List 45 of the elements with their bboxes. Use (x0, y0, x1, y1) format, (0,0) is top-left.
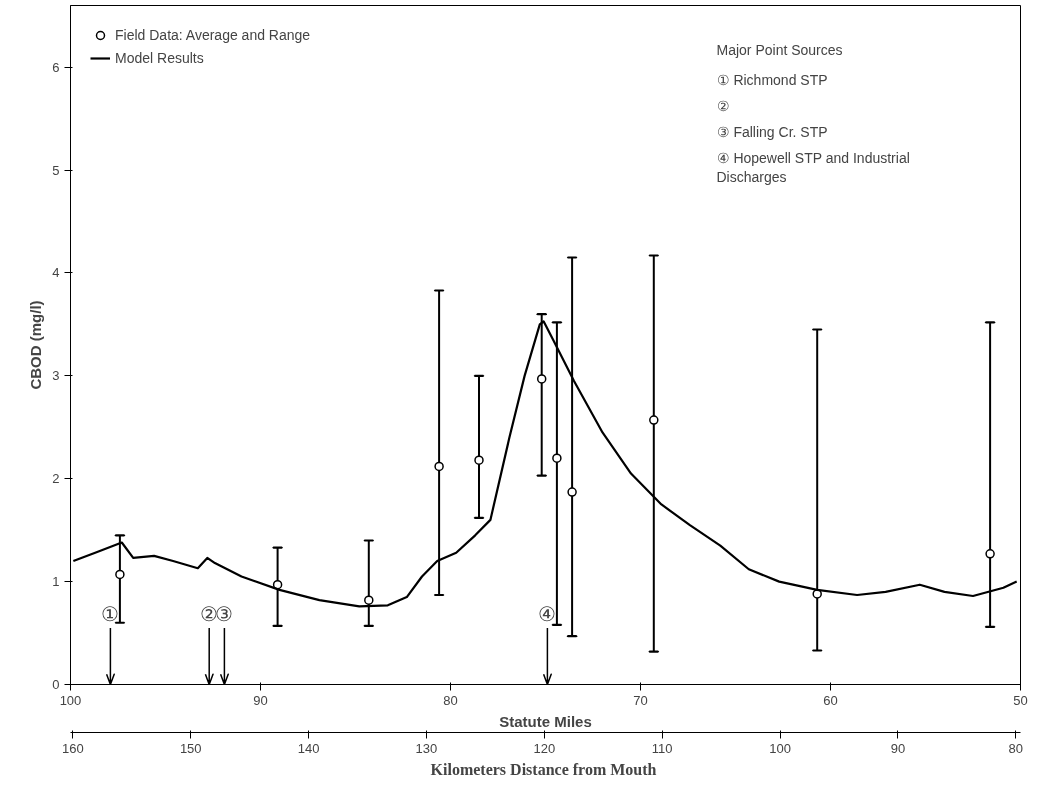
point (434, 461, 444, 472)
x-tick-label: 90 (253, 692, 268, 708)
x2-axis-title: Kilometers Distance from Mouth (430, 760, 657, 778)
annotation: ③ Falling Cr. STP (716, 123, 828, 140)
y-tick-label: 4 (52, 265, 60, 281)
point (115, 569, 125, 580)
annotation: ① Richmond STP (716, 72, 828, 89)
x2-tick-label: 90 (890, 740, 906, 756)
ref-line-label: ① (101, 602, 120, 625)
point (272, 579, 283, 590)
x-tick-label: 60 (823, 692, 838, 708)
x2-tick-label: 80 (1008, 740, 1024, 756)
point (536, 374, 547, 384)
x-tick-label: 70 (633, 692, 648, 708)
ref-line-label: ④ (538, 602, 557, 625)
x-tick-label: 50 (1013, 692, 1028, 708)
y-tick-label: 2 (52, 471, 60, 487)
ref-line-label: ③ (215, 602, 234, 625)
annotation: ④ Hopewell STP and Industrial Discharges (716, 149, 910, 185)
point (474, 455, 484, 465)
x2-tick-label: 100 (769, 740, 791, 756)
point (567, 487, 577, 497)
y-tick-label: 0 (52, 677, 60, 692)
y-tick-label: 6 (52, 59, 60, 75)
legend-label: Model Results (115, 50, 204, 66)
point (552, 453, 562, 463)
x2-tick-label: 150 (179, 740, 202, 756)
x2-tick-label: 140 (297, 740, 320, 756)
annotation: Major Point Sources (716, 41, 843, 58)
legend-label: Field Data: Average and Range (115, 27, 311, 43)
x2-tick-label: 120 (533, 740, 556, 756)
x-tick-label: 80 (443, 692, 458, 708)
x2-tick-label: 130 (415, 740, 438, 756)
y-tick-label: 3 (52, 368, 60, 384)
y-tick-label: 1 (52, 574, 60, 590)
y-axis-title: CBOD (mg/l) (27, 300, 45, 390)
y-tick-label: 5 (52, 162, 60, 178)
point (649, 415, 659, 425)
x2-tick-label: 110 (651, 740, 673, 756)
x2-tick-label: 160 (62, 740, 84, 756)
point (364, 595, 374, 605)
x-tick-label: 100 (59, 692, 82, 708)
point (985, 549, 995, 559)
annotation: ② (716, 98, 730, 115)
x-axis-title: Statute Miles (499, 712, 592, 730)
